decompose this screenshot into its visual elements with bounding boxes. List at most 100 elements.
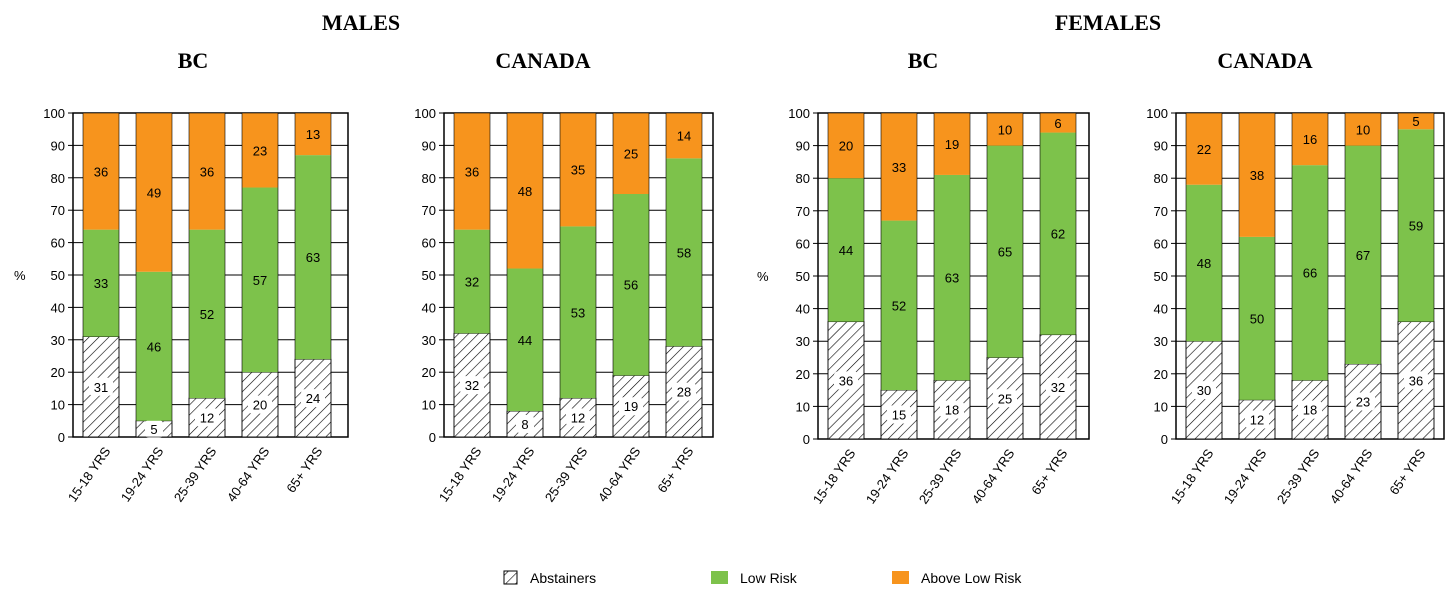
data-label-low-risk: 50: [1250, 311, 1264, 326]
data-label-abstainers: 12: [1250, 412, 1264, 427]
y-tick-label: 70: [1154, 204, 1168, 219]
segment-low-risk: [1292, 165, 1328, 381]
bar-25-39-yrs: 12 52 36: [188, 112, 226, 438]
x-tick-label: 40-64 YRS: [969, 446, 1018, 507]
data-label-bg: [1245, 410, 1269, 429]
x-tick-label: 15-18 YRS: [810, 446, 859, 507]
segment-above-low-risk: [507, 113, 543, 269]
x-tick-label: 25-39 YRS: [542, 444, 591, 505]
legend: Abstainers Low Risk Above Low Risk: [503, 570, 1022, 586]
segment-low-risk: [987, 145, 1023, 358]
data-label-above-low-risk: 19: [945, 137, 959, 152]
y-tick-label: 50: [796, 269, 810, 284]
y-tick-label: 0: [58, 430, 65, 445]
data-label-above-low-risk: 14: [677, 129, 691, 144]
segment-low-risk: [454, 229, 490, 334]
bar-outline: [880, 112, 918, 440]
y-tick-label: 40: [422, 300, 436, 315]
segment-low-risk: [666, 158, 702, 347]
segment-low-risk: [1186, 184, 1222, 342]
segment-low-risk: [828, 178, 864, 322]
bar-40-64-yrs: 25 65 10: [986, 112, 1024, 440]
data-label-low-risk: 63: [306, 250, 320, 265]
data-label-above-low-risk: 16: [1303, 132, 1317, 147]
data-label-bg: [301, 389, 325, 408]
x-tick-label: 25-39 YRS: [916, 446, 965, 507]
data-label-low-risk: 53: [571, 305, 585, 320]
bar-outline: [188, 112, 226, 438]
segment-low-risk: [1040, 132, 1076, 335]
data-label-above-low-risk: 36: [200, 164, 214, 179]
chart-title: CANADA: [1217, 48, 1312, 73]
segment-above-low-risk: [1040, 113, 1076, 133]
data-label-above-low-risk: 35: [571, 163, 585, 178]
data-label-abstainers: 28: [677, 385, 691, 400]
y-tick-label: 30: [796, 334, 810, 349]
bar-65-yrs: 28 58 14: [665, 112, 703, 438]
data-label-above-low-risk: 10: [998, 122, 1012, 137]
data-label-bg: [672, 382, 696, 401]
segment-low-risk: [1239, 236, 1275, 400]
segment-low-risk: [1398, 129, 1434, 322]
x-tick-label: 15-18 YRS: [65, 444, 114, 505]
data-label-low-risk: 63: [945, 271, 959, 286]
bar-outline: [1039, 112, 1077, 440]
segment-above-low-risk: [934, 113, 970, 175]
data-label-abstainers: 12: [200, 411, 214, 426]
data-label-bg: [248, 395, 272, 414]
data-label-low-risk: 48: [1197, 256, 1211, 271]
data-label-low-risk: 58: [677, 245, 691, 260]
y-tick-label: 30: [51, 333, 65, 348]
data-label-low-risk: 32: [465, 274, 479, 289]
bar-outline: [933, 112, 971, 440]
bar-15-18-yrs: 31 33 36: [82, 112, 120, 438]
chart-males-canada: CANADA 0 10 20 30 40 50 60 70 80 90 100 32 32 36 15-18 …: [414, 48, 714, 505]
data-label-above-low-risk: 10: [1356, 122, 1370, 137]
data-label-abstainers: 24: [306, 391, 320, 406]
y-tick-label: 90: [51, 138, 65, 153]
y-tick-label: 60: [1154, 236, 1168, 251]
y-tick-label: 50: [422, 268, 436, 283]
data-label-abstainers: 15: [892, 408, 906, 423]
data-label-abstainers: 23: [1356, 395, 1370, 410]
y-tick-label: 60: [796, 236, 810, 251]
y-axis-label: %: [14, 268, 26, 283]
legend-label-above-low-risk: Above Low Risk: [921, 570, 1022, 586]
bar-15-18-yrs: 32 32 36: [453, 112, 491, 438]
segment-low-risk: [560, 226, 596, 399]
data-label-abstainers: 18: [945, 403, 959, 418]
segment-low-risk: [881, 220, 917, 391]
segment-above-low-risk: [1239, 113, 1275, 237]
y-tick-label: 90: [1154, 139, 1168, 154]
segment-above-low-risk: [666, 113, 702, 159]
segment-low-risk: [83, 229, 119, 337]
x-tick-label: 40-64 YRS: [1327, 446, 1376, 507]
y-tick-label: 90: [796, 139, 810, 154]
y-tick-label: 10: [422, 398, 436, 413]
segment-low-risk: [242, 187, 278, 373]
bar-40-64-yrs: 23 67 10: [1344, 112, 1382, 440]
data-label-abstainers: 19: [624, 399, 638, 414]
data-label-abstainers: 31: [94, 380, 108, 395]
data-label-low-risk: 56: [624, 278, 638, 293]
x-tick-label: 40-64 YRS: [224, 444, 273, 505]
chart-title: BC: [908, 48, 939, 73]
y-tick-label: 10: [51, 398, 65, 413]
data-label-bg: [887, 405, 911, 424]
bar-outline: [827, 112, 865, 440]
x-tick-label: 65+ YRS: [1028, 446, 1070, 498]
bar-19-24-yrs: 15 52 33: [880, 112, 918, 440]
bar-25-39-yrs: 18 63 19: [933, 112, 971, 440]
bar-outline: [1291, 112, 1329, 440]
bar-65-yrs: 36 59 5: [1397, 112, 1435, 440]
data-label-low-risk: 65: [998, 245, 1012, 260]
segment-above-low-risk: [1398, 113, 1434, 130]
chart-title: CANADA: [495, 48, 590, 73]
x-tick-label: 15-18 YRS: [1168, 446, 1217, 507]
data-label-bg: [1351, 392, 1375, 411]
y-tick-label: 20: [51, 365, 65, 380]
data-label-above-low-risk: 13: [306, 127, 320, 142]
data-label-above-low-risk: 36: [94, 164, 108, 179]
data-label-bg: [566, 408, 590, 427]
